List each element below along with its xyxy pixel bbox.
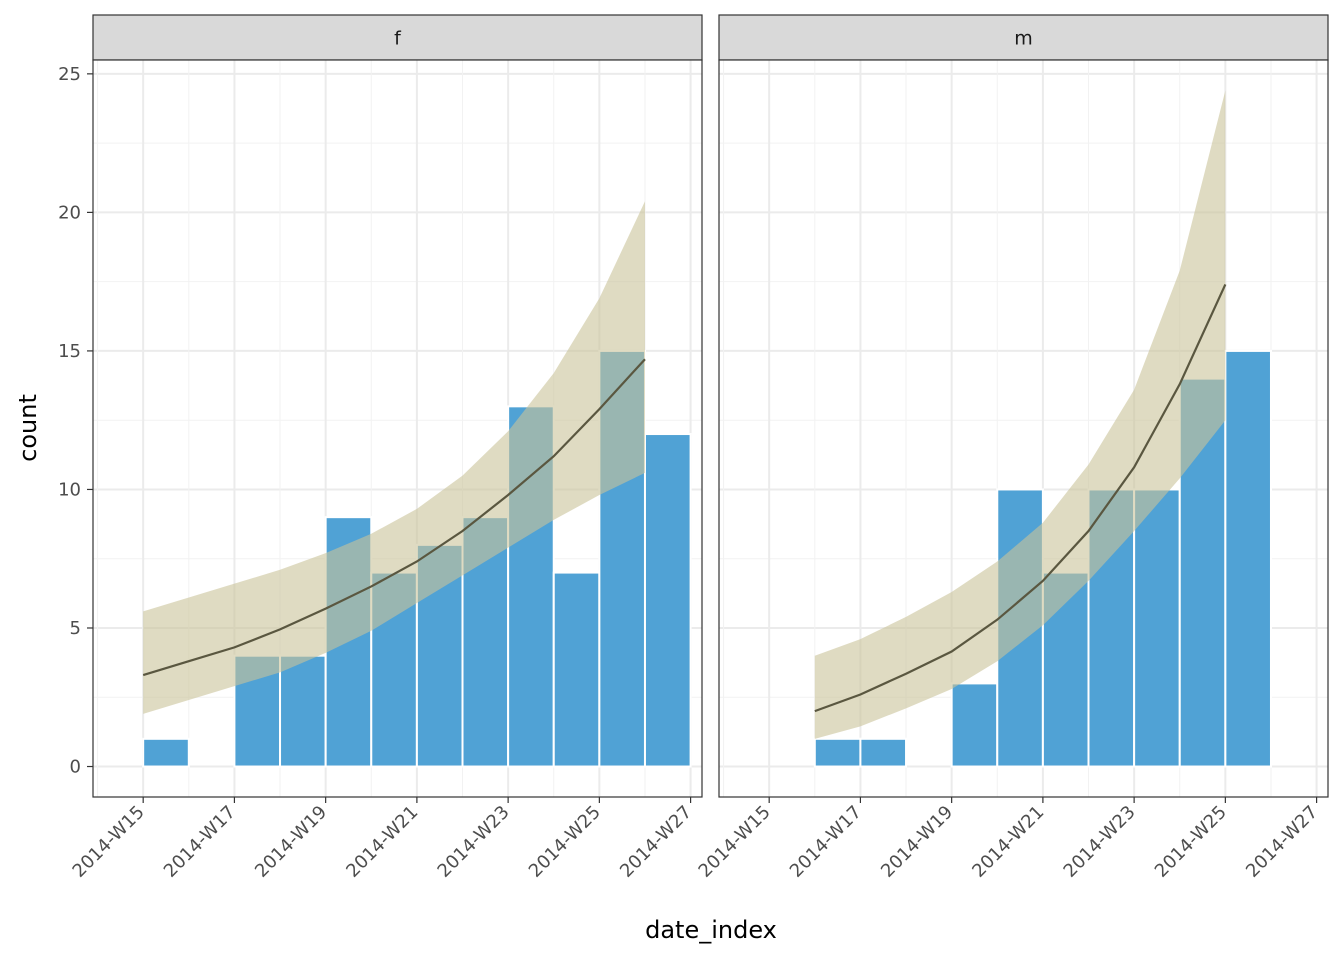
bar-2014-W23: [1133, 488, 1181, 768]
bar-2014-W17: [859, 737, 908, 768]
confidence-ribbon: [814, 90, 1226, 739]
x-tick-label: 2014-W19: [877, 802, 957, 882]
x-tick-label: 2014-W27: [616, 802, 696, 882]
y-tick-label: 20: [58, 202, 81, 223]
x-tick-label: 2014-W17: [786, 802, 866, 882]
x-axis: 2014-W15 2014-W17 2014-W19 2014-W21 2014-W23…: [695, 797, 1322, 882]
facet-strip-label: m: [1014, 28, 1033, 50]
y-tick-label: 10: [58, 479, 81, 500]
x-axis: 2014-W15 2014-W17 2014-W19 2014-W21 2014-W23…: [69, 797, 696, 882]
bar-2014-W19: [950, 682, 999, 768]
y-axis: 0 5 10 15 20 25: [58, 64, 93, 778]
x-tick-label: 2014-W15: [695, 802, 775, 882]
x-tick-label: 2014-W25: [1151, 802, 1231, 882]
bar-2014-W26: [643, 433, 692, 768]
bar-2014-W25: [1224, 349, 1272, 768]
y-tick-label: 5: [70, 618, 81, 639]
y-tick-label: 25: [58, 64, 81, 85]
bar-2014-W15: [142, 737, 190, 768]
bar-2014-W18: [279, 654, 327, 768]
x-tick-label: 2014-W19: [251, 802, 331, 882]
y-tick-label: 0: [70, 757, 81, 778]
bar-2014-W24: [552, 571, 601, 768]
x-tick-label: 2014-W15: [69, 802, 149, 882]
confidence-ribbon: [143, 201, 645, 714]
panel-border: [92, 59, 703, 798]
x-tick-label: 2014-W23: [434, 802, 514, 882]
fit-line: [814, 283, 1227, 713]
y-tick-label: 15: [58, 341, 81, 362]
x-tick-label: 2014-W23: [1060, 802, 1140, 882]
x-tick-label: 2014-W21: [342, 802, 422, 882]
facet-strip-label: f: [394, 28, 402, 50]
panel-border: [718, 59, 1329, 798]
x-tick-label: 2014-W25: [525, 802, 605, 882]
x-axis-title: date_index: [645, 916, 777, 944]
x-tick-label: 2014-W21: [968, 802, 1048, 882]
facet-strip: [92, 14, 703, 61]
bar-2014-W16: [813, 737, 862, 768]
fit-line: [142, 358, 646, 677]
facet-strip: [718, 14, 1329, 61]
x-tick-label: 2014-W17: [160, 802, 240, 882]
y-axis-title: count: [14, 394, 42, 462]
x-tick-label: 2014-W27: [1242, 802, 1322, 882]
